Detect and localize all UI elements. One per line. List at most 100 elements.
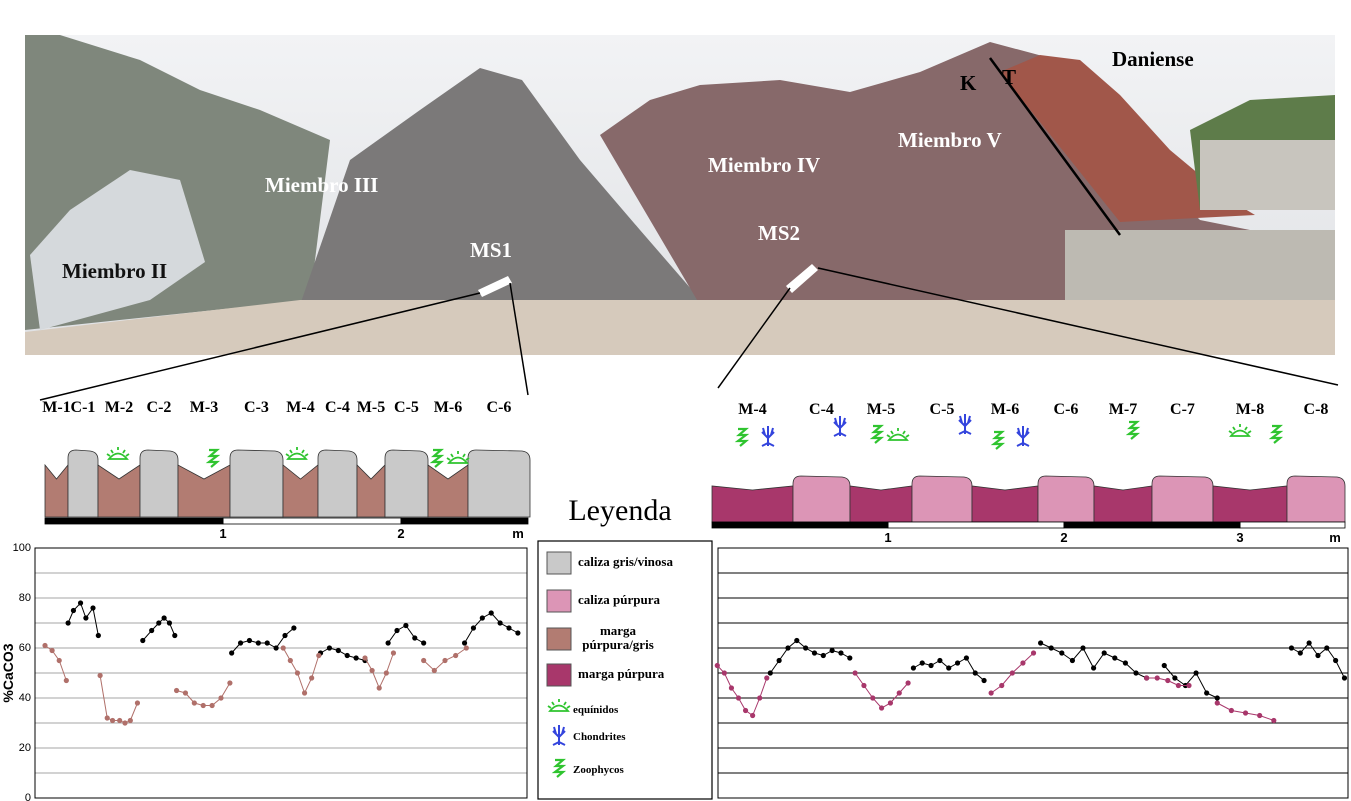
scale-bar-segment [1239,521,1346,529]
data-point [1315,652,1321,659]
icon-shape [958,414,972,435]
data-point [1059,650,1065,656]
photo-label: MS1 [470,238,512,262]
icon-shape [833,416,847,437]
data-point [1193,670,1199,676]
data-point [95,632,101,639]
bed [849,485,913,523]
scale-bar-segment [44,517,224,525]
data-point [291,625,297,631]
data-point [1144,675,1150,681]
data-point [946,665,952,671]
photo-label: Miembro V [898,128,1002,152]
data-point [1306,640,1312,646]
chondrites-icon [833,416,847,437]
bed [911,475,973,523]
data-point [463,645,469,651]
scale-tick-label: 1 [884,530,891,545]
y-tick-label: 0 [25,792,31,801]
icon-shape [429,448,445,468]
data-point [1341,675,1348,681]
data-point [65,620,71,626]
data-point [431,667,437,674]
data-point [470,625,477,631]
data-point [1271,717,1277,724]
zoophycos-icon [990,430,1006,450]
bed [44,463,69,518]
icon-shape [761,426,775,447]
data-point [1204,690,1210,696]
data-point [861,682,867,689]
data-point [1228,707,1234,714]
data-point [852,670,858,676]
data-point [161,615,167,621]
data-point [820,652,826,659]
data-point [1161,662,1167,669]
plot-frame [717,547,1349,799]
bed [177,464,231,518]
data-point [316,652,322,659]
data-point [149,627,155,634]
bed-label: M-1 [42,399,70,416]
bed-label: C-4 [809,401,834,418]
y-tick-label: 60 [19,642,31,654]
data-point [1214,695,1220,701]
icon-shape [446,451,470,464]
data-point [879,705,885,711]
data-point [838,650,844,656]
scale-unit: m [1329,530,1341,545]
data-point [200,702,206,709]
series-line [769,639,1345,699]
data-point [1030,650,1037,656]
bed [467,449,531,518]
data-point [294,670,301,676]
data-point [70,607,77,614]
data-point [301,690,308,696]
data-point [847,655,853,661]
data-point [803,645,809,651]
icon-shape [886,428,910,441]
data-point [1133,670,1139,676]
scale-tick-label: 1 [219,526,226,541]
bed-label: M-6 [991,401,1019,418]
data-point [919,660,925,666]
bed-label: M-8 [1236,401,1264,418]
data-point [104,715,110,721]
data-point [369,667,375,674]
data-point [127,717,133,724]
data-point [264,640,270,646]
data-point [421,640,427,646]
zoophycos-icon [1268,424,1284,444]
icon-shape [106,447,130,460]
legend-label: caliza púrpura [578,592,660,607]
bed-label: M-3 [190,399,218,416]
bed-label: C-8 [1304,401,1329,418]
data-point [981,677,987,684]
photo-labels: Miembro II Miembro III MS1 Miembro IV Mi… [62,47,1194,283]
data-point [246,637,253,644]
zoophycos-icon [869,424,885,444]
y-axis-label: %CaCO3 [0,643,16,702]
equinidos-icon [886,428,910,441]
bed-label: M-4 [738,401,766,418]
data-point [412,635,418,641]
data-point [362,655,368,661]
data-point [896,690,902,696]
data-point [166,620,173,626]
data-point [1048,645,1054,651]
data-point [218,695,224,701]
data-point [282,632,288,639]
bed [1093,485,1153,523]
data-point [757,695,763,701]
bed-label: C-3 [244,399,269,416]
data-point [309,675,315,681]
data-point [1214,700,1220,706]
data-point [811,650,818,656]
bed-label: M-4 [286,399,314,416]
data-point [1165,677,1171,684]
scale-tick-label: 3 [1236,530,1243,545]
bed [1286,475,1346,523]
bed-label: C-4 [325,399,350,416]
